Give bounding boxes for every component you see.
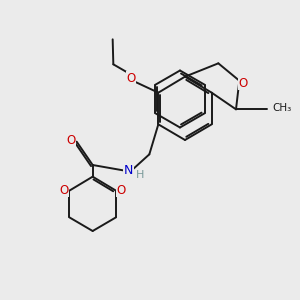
Text: O: O bbox=[67, 134, 76, 147]
Text: N: N bbox=[124, 164, 133, 178]
Text: O: O bbox=[60, 184, 69, 196]
Text: O: O bbox=[116, 184, 126, 196]
Text: O: O bbox=[126, 71, 136, 85]
Text: H: H bbox=[135, 170, 144, 180]
Text: CH₃: CH₃ bbox=[272, 103, 291, 113]
Text: O: O bbox=[238, 76, 248, 90]
